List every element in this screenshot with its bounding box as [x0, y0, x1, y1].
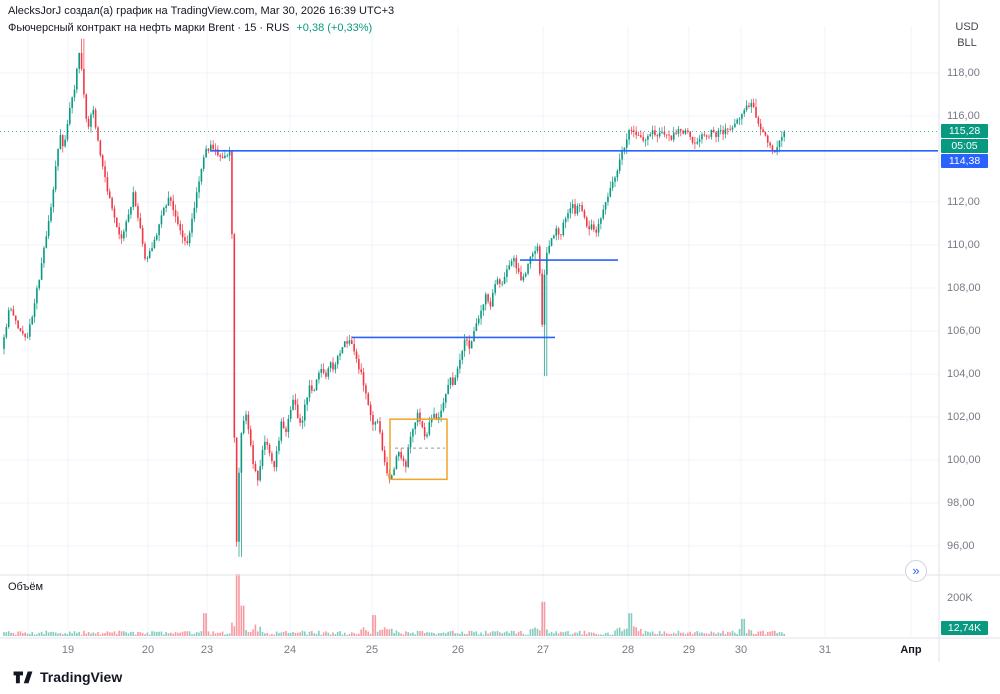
symbol-row: Фьючерсный контракт на нефть марки Brent… [8, 22, 372, 34]
time-axis-label: 24 [283, 644, 297, 656]
chart-attribution: AlecksJorJ создал(а) график на TradingVi… [8, 5, 395, 17]
time-axis-label: 30 [734, 644, 748, 656]
price-axis-label: 104,00 [947, 368, 981, 380]
price-axis-label: 110,00 [947, 239, 980, 251]
tradingview-logo-icon [13, 671, 33, 684]
tradingview-logo[interactable]: TradingView [12, 666, 122, 688]
time-axis-label: 31 [818, 644, 832, 656]
time-axis-label: 28 [621, 644, 635, 656]
time-axis-label: 25 [365, 644, 379, 656]
price-axis-label: 102,00 [947, 411, 981, 423]
scroll-to-recent-button[interactable]: » [905, 560, 927, 582]
price-axis-label: 98,00 [947, 497, 975, 509]
price-axis-label: 106,00 [947, 325, 981, 337]
time-axis[interactable]: 19 20 23 24 25 26 27 28 29 30 31 Апр [0, 644, 1000, 660]
price-axis-label: 108,00 [947, 282, 981, 294]
price-axis-label: 96,00 [947, 540, 975, 552]
time-axis-label: 29 [682, 644, 696, 656]
time-axis-label: 19 [61, 644, 75, 656]
volume-axis-label: 200K [947, 592, 973, 604]
price-axis-label: 100,00 [947, 454, 981, 466]
price-axis-label: 112,00 [947, 196, 980, 208]
price-change-text: +0,38 (+0,33%) [296, 22, 373, 34]
volume-value-badge: 12,74K [941, 621, 988, 635]
time-axis-label: Апр [900, 644, 922, 656]
fast-forward-icon: » [912, 563, 920, 578]
time-axis-label: 26 [451, 644, 465, 656]
unit-label: BLL [957, 37, 977, 49]
price-axis-label: 116,00 [947, 110, 980, 122]
last-price-badge: 115,28 [941, 124, 988, 138]
price-axis-label: 118,00 [947, 67, 980, 79]
time-axis-label: 20 [141, 644, 155, 656]
hline-price-badge: 114,38 [941, 154, 988, 168]
currency-label: USD [955, 21, 979, 33]
tradingview-logo-text: TradingView [40, 669, 123, 685]
time-axis-label: 27 [536, 644, 550, 656]
volume-pane-title[interactable]: Объём [8, 581, 44, 593]
time-axis-label: 23 [200, 644, 214, 656]
symbol-title[interactable]: Фьючерсный контракт на нефть марки Brent… [8, 22, 290, 34]
bar-countdown-badge: 05:05 [941, 139, 988, 153]
